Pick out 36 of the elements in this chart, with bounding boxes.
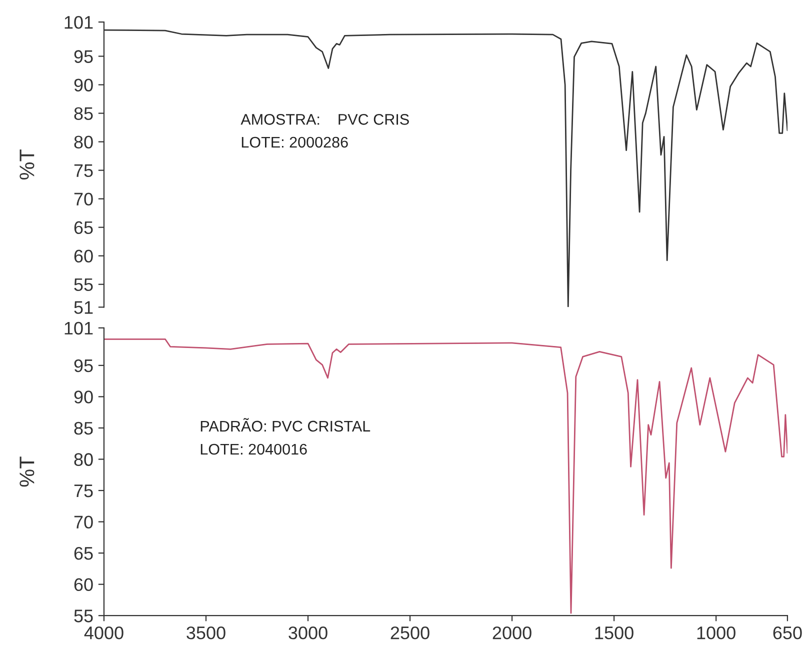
x-tick-label: 1500 — [595, 626, 634, 640]
y-tick-label: 70 — [74, 516, 93, 528]
y-tick-label: 80 — [74, 453, 93, 466]
y-axis-title: %T — [20, 149, 34, 180]
y-tick-label: 101 — [64, 322, 93, 335]
annotation: LOTE: 2000286 — [242, 136, 348, 148]
y-tick-label: 90 — [74, 390, 93, 404]
y-tick-label: 60 — [74, 578, 93, 592]
y-tick-label: 65 — [74, 221, 93, 234]
x-tick-label: 4000 — [84, 626, 124, 640]
y-tick-label: 60 — [74, 250, 93, 263]
y-tick-label: 55 — [74, 278, 93, 292]
x-tick-label: 3000 — [288, 626, 328, 640]
x-tick-label: 3500 — [186, 626, 226, 640]
annotation: LOTE: 2040016 — [200, 444, 307, 455]
y-tick-label: 85 — [74, 422, 93, 435]
y-tick-label: 95 — [74, 359, 93, 372]
x-tick-label: 1000 — [697, 626, 736, 640]
y-tick-label: 95 — [74, 50, 93, 63]
y-tick-label: 90 — [74, 78, 93, 92]
y-tick-label: 85 — [74, 107, 93, 120]
annotation: AMOSTRA: PVC CRIS — [240, 114, 409, 125]
y-tick-label: 75 — [74, 164, 93, 178]
x-tick-label: 650 — [773, 626, 802, 640]
y-tick-label: 65 — [74, 546, 93, 560]
y-tick-label: 101 — [64, 16, 93, 29]
line-series — [104, 338, 788, 614]
x-tick-label: 2500 — [390, 626, 430, 640]
y-axis-title: %T — [20, 456, 34, 487]
annotation: PADRÃO: PVC CRISTAL — [200, 418, 370, 432]
y-tick-label: 75 — [74, 484, 93, 498]
x-tick-label: 2000 — [492, 626, 532, 640]
y-tick-label: 51 — [74, 301, 93, 314]
y-tick-label: 80 — [74, 136, 93, 148]
y-tick-label: 70 — [74, 192, 93, 206]
y-tick-label: 55 — [74, 610, 93, 622]
